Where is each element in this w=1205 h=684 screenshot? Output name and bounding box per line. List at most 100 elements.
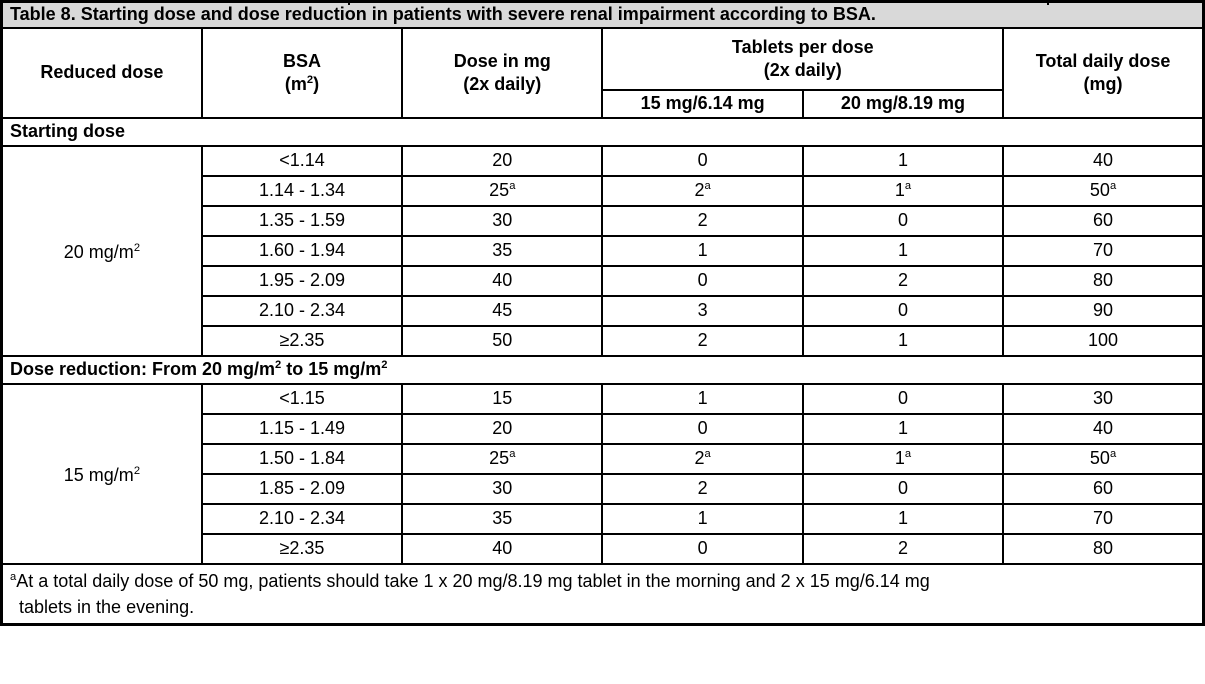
tablets-20mg-cell: 1 <box>801 502 1005 535</box>
tablets-20mg-cell: 1a <box>801 174 1005 207</box>
dose-mg-cell: 15 <box>401 382 604 415</box>
footnote: aAt a total daily dose of 50 mg, patient… <box>0 562 1205 625</box>
reduced-dose-cell: 15 mg/m2 <box>0 382 203 565</box>
dose-mg-cell: 30 <box>401 204 604 237</box>
footnote-text-line2: tablets in the evening. <box>19 596 195 617</box>
total-daily-dose-cell: 50a <box>1002 174 1205 207</box>
header-row-main: Reduced dose BSA (m2) Dose in mg (2x daily… <box>0 26 1205 119</box>
table-row: 2.10 - 2.34 35 1 1 70 <box>2 502 1205 535</box>
bsa-cell: ≥2.35 <box>200 532 404 565</box>
table-body: Starting dose 20 mg/m2 <1.14 20 0 1 40 1.14 - 1… <box>0 116 1205 565</box>
tablets-20mg-cell: 1a <box>801 442 1005 475</box>
title-row: Table 8. Starting dose and dose reductio… <box>0 0 1205 29</box>
total-daily-dose-cell: 60 <box>1002 472 1205 505</box>
table-row: 1.50 - 1.84 25a 2a 1a 50a <box>2 442 1205 475</box>
tablets-15mg-cell: 0 <box>601 532 804 565</box>
tablets-15mg-cell: 2a <box>601 174 804 207</box>
section-heading-0: Starting dose <box>0 116 1205 147</box>
tablets-15mg-cell: 0 <box>601 412 804 445</box>
tablets-15mg-cell: 1 <box>601 234 804 267</box>
bsa-cell: 2.10 - 2.34 <box>200 294 404 327</box>
tablets-20mg-cell: 1 <box>801 144 1005 177</box>
dose-mg-cell: 30 <box>401 472 604 505</box>
table-row: 15 mg/m2 <1.15 15 1 0 30 <box>0 382 1205 565</box>
tablets-20mg-cell: 2 <box>801 264 1005 297</box>
bsa-cell: 1.85 - 2.09 <box>200 472 404 505</box>
dose-mg-cell: 40 <box>401 532 604 565</box>
total-daily-dose-cell: 50a <box>1002 442 1205 475</box>
total-daily-dose-cell: 40 <box>1002 412 1205 445</box>
table-row: 2.10 - 2.34 45 3 0 90 <box>2 294 1205 327</box>
col-header-total-daily-dose: Total daily dose (mg) <box>1002 26 1205 119</box>
dose-mg-cell: 35 <box>401 234 604 267</box>
tablets-20mg-cell: 0 <box>801 472 1005 505</box>
dose-mg-cell: 25a <box>401 442 604 475</box>
bsa-cell: 2.10 - 2.34 <box>200 502 404 535</box>
col-header-tablets-per-dose: Tablets per dose (2x daily) <box>601 26 1005 91</box>
crop-artifact-tick-right <box>1047 0 1049 5</box>
dose-mg-cell: 20 <box>401 412 604 445</box>
reduced-dose-cell: 20 mg/m2 <box>0 144 203 357</box>
tablets-20mg-cell: 0 <box>801 382 1005 415</box>
dose-mg-cell: 50 <box>401 324 604 357</box>
total-daily-dose-cell: 90 <box>1002 294 1205 327</box>
tablets-20mg-cell: 0 <box>801 204 1005 237</box>
tablets-15mg-cell: 2a <box>601 442 804 475</box>
tablets-20mg-cell: 1 <box>801 412 1005 445</box>
footnote-text-line1: At a total daily dose of 50 mg, patients… <box>16 570 930 591</box>
section-heading-row: Starting dose <box>0 116 1205 147</box>
tablets-15mg-cell: 2 <box>601 472 804 505</box>
section-heading-row: Dose reduction: From 20 mg/m2 to 15 mg/m… <box>0 354 1205 385</box>
table-row: 1.15 - 1.49 20 0 1 40 <box>2 412 1205 445</box>
tablets-20mg-cell: 1 <box>801 324 1005 357</box>
tablets-15mg-cell: 0 <box>601 264 804 297</box>
table-row: 20 mg/m2 <1.14 20 0 1 40 <box>0 144 1205 357</box>
bsa-cell: <1.14 <box>200 144 404 177</box>
dose-mg-cell: 40 <box>401 264 604 297</box>
tablets-15mg-cell: 2 <box>601 204 804 237</box>
table-row: 1.35 - 1.59 30 2 0 60 <box>2 204 1205 237</box>
dose-mg-cell: 20 <box>401 144 604 177</box>
table-title: Table 8. Starting dose and dose reductio… <box>0 0 1205 29</box>
bsa-cell: 1.95 - 2.09 <box>200 264 404 297</box>
col-header-reduced-dose: Reduced dose <box>0 26 203 119</box>
tablets-20mg-cell: 2 <box>801 532 1005 565</box>
table-row: 1.14 - 1.34 25a 2a 1a 50a <box>2 174 1205 207</box>
total-daily-dose-cell: 60 <box>1002 204 1205 237</box>
total-daily-dose-cell: 70 <box>1002 234 1205 267</box>
table-row: 1.95 - 2.09 40 0 2 80 <box>2 264 1205 297</box>
col-header-dose-mg: Dose in mg (2x daily) <box>401 26 604 119</box>
tablets-15mg-cell: 1 <box>601 502 804 535</box>
bsa-cell: 1.50 - 1.84 <box>200 442 404 475</box>
header-row-sub: 15 mg/6.14 mg 20 mg/8.19 mg <box>2 88 1204 119</box>
total-daily-dose-cell: 70 <box>1002 502 1205 535</box>
bsa-cell: 1.60 - 1.94 <box>200 234 404 267</box>
tablets-15mg-cell: 3 <box>601 294 804 327</box>
table-row: ≥2.35 50 2 1 100 <box>2 324 1205 357</box>
total-daily-dose-cell: 40 <box>1002 144 1205 177</box>
footnote-row: aAt a total daily dose of 50 mg, patient… <box>0 562 1205 625</box>
total-daily-dose-cell: 80 <box>1002 264 1205 297</box>
tablets-15mg-cell: 1 <box>601 382 804 415</box>
total-daily-dose-cell: 30 <box>1002 382 1205 415</box>
tablets-20mg-cell: 0 <box>801 294 1005 327</box>
tablets-15mg-cell: 0 <box>601 144 804 177</box>
tablets-20mg-cell: 1 <box>801 234 1005 267</box>
dose-mg-cell: 35 <box>401 502 604 535</box>
dose-table: Table 8. Starting dose and dose reductio… <box>0 0 1205 626</box>
total-daily-dose-cell: 100 <box>1002 324 1205 357</box>
col-header-tablet-20mg: 20 mg/8.19 mg <box>801 88 1005 119</box>
section-heading-1: Dose reduction: From 20 mg/m2 to 15 mg/m… <box>0 354 1205 385</box>
dose-mg-cell: 25a <box>401 174 604 207</box>
table-footer: aAt a total daily dose of 50 mg, patient… <box>0 562 1205 625</box>
total-daily-dose-cell: 80 <box>1002 532 1205 565</box>
tablets-15mg-cell: 2 <box>601 324 804 357</box>
bsa-cell: 1.15 - 1.49 <box>200 412 404 445</box>
table-row: 1.60 - 1.94 35 1 1 70 <box>2 234 1205 267</box>
bsa-cell: <1.15 <box>200 382 404 415</box>
table-row: ≥2.35 40 0 2 80 <box>2 532 1205 565</box>
dose-mg-cell: 45 <box>401 294 604 327</box>
table-row: 1.85 - 2.09 30 2 0 60 <box>2 472 1205 505</box>
bsa-cell: ≥2.35 <box>200 324 404 357</box>
